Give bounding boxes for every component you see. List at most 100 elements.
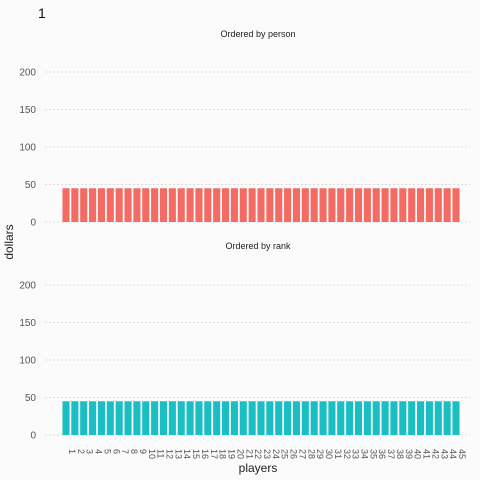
bar	[372, 401, 380, 435]
x-tick-label: 18	[218, 449, 228, 459]
bar	[124, 401, 132, 435]
bar	[354, 401, 363, 435]
x-tick-label: 42	[430, 449, 440, 459]
bar	[408, 188, 416, 222]
x-tick-label: 35	[368, 449, 378, 459]
bar	[239, 188, 247, 222]
bar	[80, 188, 88, 222]
x-tick-label: 26	[289, 449, 299, 459]
bar	[284, 401, 292, 435]
x-tick-label: 19	[227, 449, 237, 459]
bar	[301, 401, 309, 435]
bar	[399, 401, 407, 435]
bar	[452, 401, 460, 435]
bar	[381, 401, 389, 435]
bar	[434, 188, 442, 222]
bar	[399, 188, 407, 222]
bar	[443, 188, 451, 222]
bar	[337, 188, 345, 222]
bar	[133, 188, 141, 222]
bar	[310, 188, 318, 222]
x-tick-label: 43	[439, 449, 449, 459]
x-tick-label: 1	[67, 449, 77, 454]
x-tick-label: 24	[271, 449, 281, 459]
x-tick-label: 28	[306, 449, 316, 459]
bar	[115, 401, 123, 435]
x-tick-label: 38	[395, 449, 405, 459]
bar	[230, 188, 238, 222]
bar	[452, 188, 460, 222]
x-tick-label: 16	[200, 449, 210, 459]
x-tick-label: 2	[76, 449, 86, 454]
bar	[319, 401, 327, 435]
bar	[292, 188, 300, 222]
x-tick-label: 6	[111, 449, 121, 454]
x-tick-label: 10	[147, 449, 157, 459]
x-tick-label: 8	[129, 449, 139, 454]
bar	[222, 188, 230, 222]
x-tick-label: 17	[209, 449, 219, 459]
x-tick-label: 32	[342, 449, 352, 459]
bar	[390, 401, 398, 435]
bar	[328, 401, 336, 435]
bar	[328, 188, 336, 222]
bar	[177, 188, 185, 222]
x-tick-label: 23	[262, 449, 272, 459]
bar	[186, 401, 194, 435]
bar	[124, 188, 132, 222]
panel-title: Ordered by person	[220, 29, 295, 39]
x-tick-label: 5	[102, 449, 112, 454]
bar	[80, 401, 88, 435]
y-tick-label: 150	[19, 318, 36, 329]
bar	[275, 188, 283, 222]
bar	[381, 188, 389, 222]
bar	[390, 188, 398, 222]
bar	[434, 401, 442, 435]
x-tick-label: 29	[315, 449, 325, 459]
y-tick-label: 200	[19, 68, 36, 79]
panel-title: Ordered by rank	[225, 241, 291, 251]
bar	[97, 401, 105, 435]
x-tick-label: 21	[244, 449, 254, 459]
frame-number: 1	[38, 5, 46, 21]
bar	[177, 401, 185, 435]
x-tick-label: 4	[94, 449, 104, 454]
x-tick-label: 13	[173, 449, 183, 459]
bar	[133, 401, 141, 435]
x-axis-label: players	[239, 461, 278, 475]
bar	[346, 188, 354, 222]
x-tick-label: 20	[235, 449, 245, 459]
y-tick-label: 150	[19, 105, 36, 116]
x-tick-label: 3	[85, 449, 95, 454]
bar	[443, 401, 451, 435]
bar	[106, 401, 114, 435]
x-tick-label: 40	[413, 449, 423, 459]
bar	[106, 188, 114, 222]
bar	[213, 401, 221, 435]
bar	[159, 401, 168, 435]
bar	[248, 188, 256, 222]
bar	[301, 188, 309, 222]
y-tick-label: 50	[25, 393, 37, 404]
x-tick-label: 14	[182, 449, 192, 459]
x-tick-label: 25	[280, 449, 290, 459]
bar	[62, 188, 70, 222]
bar	[222, 401, 230, 435]
bar	[257, 188, 265, 222]
bar	[204, 401, 212, 435]
bar	[266, 188, 274, 222]
x-tick-label: 41	[422, 449, 432, 459]
x-tick-label: 31	[333, 449, 343, 459]
y-tick-label: 100	[19, 356, 36, 367]
x-tick-label: 36	[377, 449, 387, 459]
bar	[195, 401, 203, 435]
bar	[275, 401, 283, 435]
x-tick-label: 30	[324, 449, 334, 459]
x-tick-label: 37	[386, 449, 396, 459]
bar	[186, 188, 194, 222]
bar	[425, 188, 433, 222]
bar	[346, 401, 354, 435]
bar	[230, 401, 238, 435]
bar	[425, 401, 433, 435]
